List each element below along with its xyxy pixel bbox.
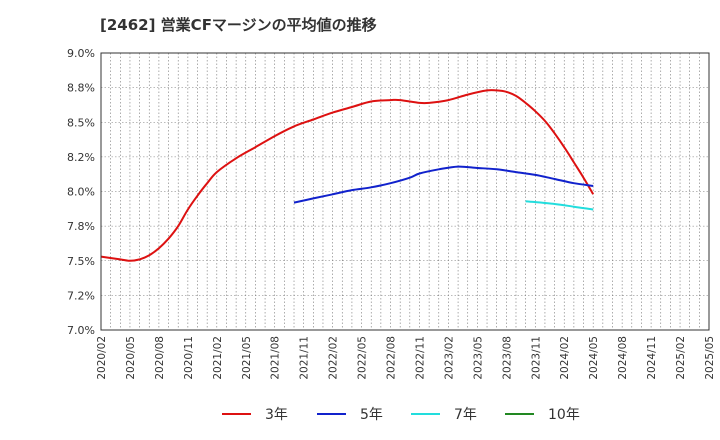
x-tick-label: 2020/08 (154, 336, 166, 380)
x-tick-label: 2024/11 (646, 336, 658, 380)
legend-label: 10年 (548, 407, 580, 423)
x-tick-label: 2022/11 (414, 336, 426, 380)
x-tick-label: 2024/05 (588, 336, 600, 380)
y-tick-label: 8.5% (67, 116, 95, 129)
x-axis: 2020/02 2020/05 2020/08 2020/11 2021/02 2021/… (96, 336, 716, 380)
x-tick-label: 2023/11 (530, 336, 542, 380)
grid-layer (101, 53, 709, 330)
x-tick-label: 2021/05 (241, 336, 253, 380)
legend-label: 3年 (265, 407, 288, 423)
y-tick-label: 9.0% (67, 47, 95, 60)
x-tick-label: 2025/02 (675, 336, 687, 380)
y-tick-label: 7.8% (67, 220, 95, 233)
x-tick-label: 2021/08 (270, 336, 282, 380)
x-tick-label: 2020/02 (96, 336, 108, 380)
x-tick-label: 2022/02 (328, 336, 340, 380)
chart-title: [2462] 営業CFマージンの平均値の推移 (100, 16, 377, 34)
x-tick-label: 2025/05 (704, 336, 716, 380)
series-line-7年 (525, 200, 594, 211)
plot-frame (100, 52, 710, 331)
y-tick-label: 8.8% (67, 82, 95, 95)
x-tick-label: 2022/05 (357, 336, 369, 380)
x-tick-label: 2022/08 (386, 336, 398, 380)
y-tick-label: 8.2% (67, 151, 95, 164)
x-tick-label: 2023/08 (501, 336, 513, 380)
y-axis: 7.0% 7.2% 7.5% 7.8% 8.0% 8.2% 8.5% 8.8% 9.0% (67, 47, 95, 337)
legend-label: 7年 (454, 407, 477, 423)
series-line-3年 (100, 89, 595, 262)
series-layer (100, 89, 595, 262)
x-tick-label: 2024/08 (617, 336, 629, 380)
y-tick-label: 7.2% (67, 289, 95, 302)
legend: 3年 5年 7年 10年 (222, 407, 580, 423)
x-tick-label: 2024/02 (559, 336, 571, 380)
series-line-5年 (293, 165, 594, 204)
x-tick-label: 2020/05 (125, 336, 137, 380)
x-tick-label: 2021/11 (299, 336, 311, 380)
y-tick-label: 7.0% (67, 324, 95, 337)
x-tick-label: 2021/02 (212, 336, 224, 380)
x-tick-label: 2020/11 (183, 336, 195, 380)
legend-label: 5年 (360, 407, 383, 423)
y-tick-label: 8.0% (67, 186, 95, 199)
x-tick-label: 2023/02 (443, 336, 455, 380)
y-tick-label: 7.5% (67, 255, 95, 268)
x-tick-label: 2023/05 (472, 336, 484, 380)
